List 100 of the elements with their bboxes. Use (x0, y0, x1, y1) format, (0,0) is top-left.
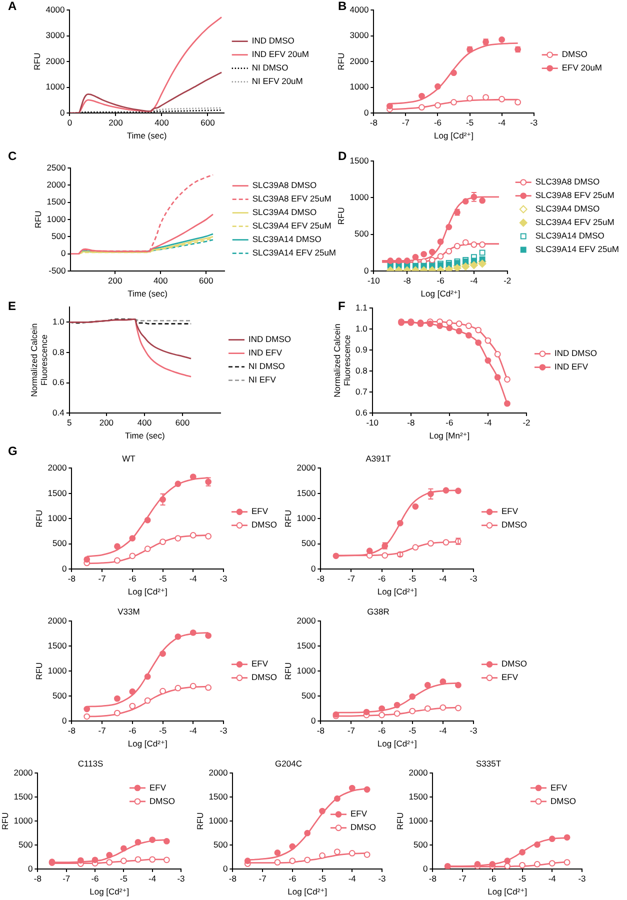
y-axis-title: RFU (283, 510, 294, 528)
x-tick-label: -6 (91, 873, 100, 884)
x-tick-label: -7 (62, 873, 70, 884)
x-tick-label: -3 (530, 117, 538, 128)
y-axis-title: RFU (336, 52, 346, 70)
y-axis-title: RFU (195, 812, 206, 830)
legend-label: IND EFV (248, 348, 282, 358)
x-tick-label: -3 (220, 725, 228, 736)
x-tick-label: -5 (158, 725, 167, 736)
x-tick-label: 200 (108, 275, 122, 286)
x-axis-title: Log [Mn²⁺] (429, 430, 470, 440)
x-tick-label: -8 (68, 573, 76, 584)
x-tick-label: -6 (128, 573, 136, 584)
x-tick-label: -7 (458, 873, 467, 884)
x-tick-label: 5 (67, 417, 72, 428)
x-tick-label: -3 (578, 873, 586, 884)
y-tick-label: 1500 (208, 792, 228, 802)
x-tick-label: -5 (408, 725, 416, 736)
y-tick-label: 0.4 (52, 407, 65, 418)
x-axis-title: Log [Cd²⁺] (434, 130, 474, 140)
y-tick-label: 500 (354, 228, 369, 239)
legend-label: SLC39A4 EFV 25uM (535, 217, 614, 228)
x-tick-label: -4 (548, 873, 556, 884)
y-tick-label: 0 (310, 715, 316, 726)
legend-label: SLC39A14 EFV 25uM (535, 244, 620, 254)
legend-label: EFV (350, 808, 368, 819)
y-tick-label: 1500 (296, 488, 316, 498)
x-tick-label: -4 (439, 573, 447, 584)
legend-label: SLC39A14 EFV 25uM (252, 248, 336, 258)
legend-label: EFV (550, 782, 568, 792)
x-axis-title: Log [Cd²⁺] (420, 288, 460, 298)
text: G (8, 444, 18, 458)
y-tick-label: 0.9 (356, 344, 368, 354)
y-tick-label: 3000 (46, 30, 65, 40)
x-axis-title: Log [Cd²⁺] (377, 738, 417, 748)
chart-title: G38R (367, 606, 390, 616)
chart-title: C113S (78, 758, 104, 768)
x-tick-label: -8 (316, 573, 325, 584)
x-tick-label: -8 (370, 117, 378, 128)
x-tick-label: -6 (436, 275, 445, 286)
x-tick-label: -10 (368, 275, 380, 286)
legend-label: EFV (150, 782, 166, 792)
chart-title: WT (122, 453, 136, 464)
x-tick-label: -3 (177, 873, 186, 884)
x-tick-label: -7 (402, 117, 410, 128)
y-tick-label: 0.8 (356, 365, 368, 376)
x-tick-label: -8 (68, 725, 76, 736)
y-tick-label: 1.0 (52, 316, 65, 327)
y-tick-label: 1000 (350, 192, 369, 202)
y-tick-label: 0 (62, 715, 67, 726)
legend-label: SLC39A4 DMSO (252, 207, 318, 218)
x-tick-label: -7 (258, 873, 267, 884)
legend-label: SLC39A4 EFV 25uM (252, 220, 332, 231)
x-tick-label: -6 (378, 573, 386, 584)
text: D (338, 149, 347, 163)
x-tick-label: -4 (348, 873, 356, 884)
y-tick-label: 2000 (296, 462, 316, 473)
legend-label: IND EFV (554, 362, 588, 372)
x-tick-label: -7 (347, 573, 356, 584)
x-tick-label: -6 (446, 417, 454, 428)
y-tick-label: -500 (48, 265, 66, 276)
legend-label: EFV 20uM (562, 62, 602, 73)
y-tick-label: 1000 (208, 815, 228, 826)
y-tick-label: 1500 (350, 155, 369, 166)
x-tick-label: -6 (288, 873, 296, 884)
legend-label: DMSO (150, 796, 176, 806)
x-tick-label: -8 (34, 873, 42, 884)
x-axis-title: Log [Cd²⁺] (377, 586, 417, 596)
x-tick-label: -8 (428, 873, 437, 884)
chart-title: G204C (275, 758, 302, 768)
y-tick-label: 1500 (48, 640, 67, 650)
x-tick-label: 600 (199, 275, 214, 286)
y-tick-label: 0 (422, 863, 428, 874)
x-axis-title: Log [Cd²⁺] (128, 586, 168, 596)
y-tick-label: 1000 (46, 82, 65, 92)
x-tick-label: -6 (488, 873, 496, 884)
y-tick-label: 1000 (14, 815, 33, 826)
x-tick-label: -5 (518, 873, 526, 884)
x-tick-label: -2 (504, 275, 512, 286)
y-tick-label: 2000 (408, 768, 428, 778)
x-tick-label: -8 (407, 417, 415, 428)
chart-title: V33M (118, 606, 140, 616)
legend-label: EFV (502, 506, 518, 516)
x-tick-label: -4 (439, 725, 447, 736)
y-tick-label: 1000 (48, 665, 67, 676)
y-tick-label: 0 (60, 107, 65, 118)
y-tick-label: 2000 (46, 180, 66, 190)
y-axis-title: RFU (395, 812, 406, 830)
legend-label: SLC39A4 DMSO (535, 204, 600, 214)
y-tick-label: 1500 (46, 196, 66, 207)
x-axis-title: Log [Cd²⁺] (488, 886, 528, 896)
x-tick-label: -10 (366, 417, 379, 428)
y-tick-label: 0.6 (52, 377, 65, 388)
x-axis-title: Time (sec) (128, 288, 168, 298)
y-axis-title: Normalized Calcein Fluorescence (332, 323, 352, 398)
x-tick-label: -5 (318, 873, 326, 884)
legend-label: SLC39A14 DMSO (252, 234, 322, 244)
text: C (8, 149, 17, 163)
x-tick-label: 600 (175, 417, 190, 428)
legend-label: IND DMSO (252, 36, 295, 46)
